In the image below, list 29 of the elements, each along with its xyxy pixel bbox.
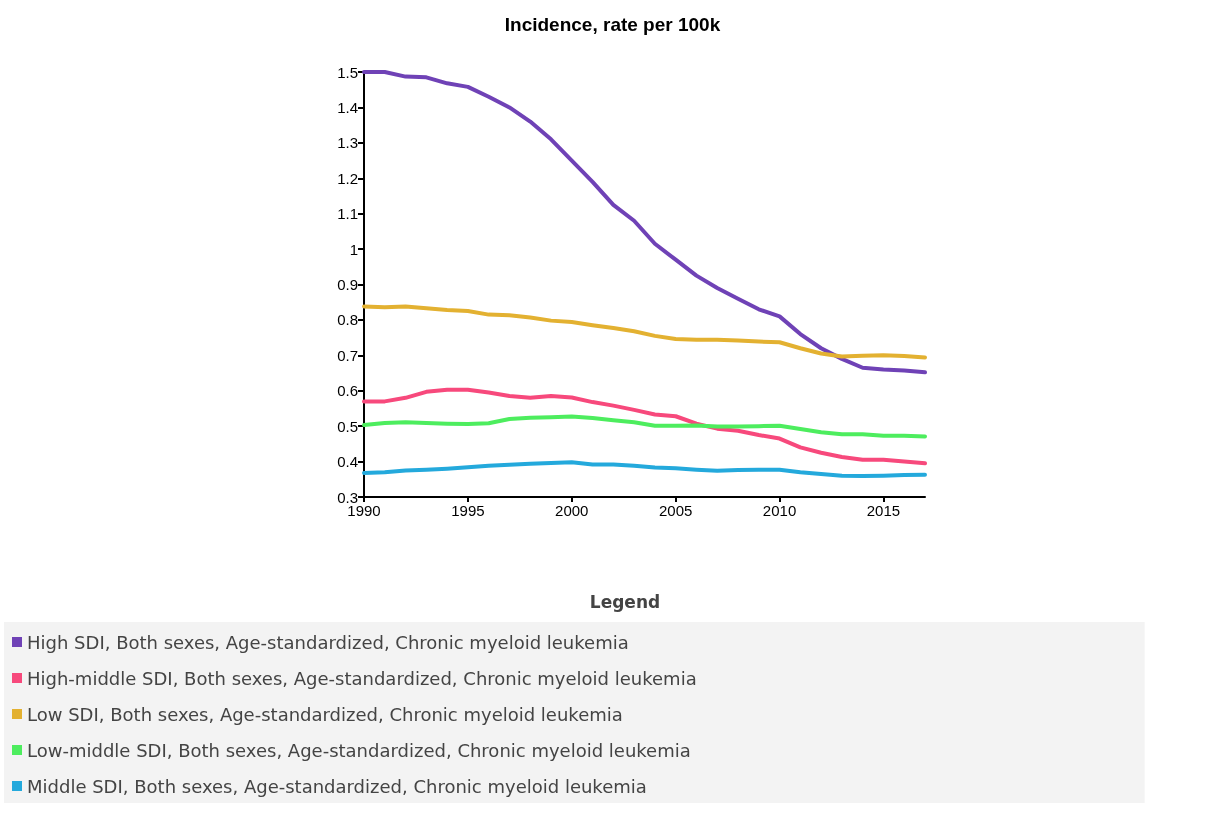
line-series: [362, 387, 927, 466]
chart-title: Incidence, rate per 100k: [504, 14, 721, 35]
line-series: [362, 70, 927, 375]
legend-label: Low SDI, Both sexes, Age-standardized, Chronic myeloid leukemia: [27, 703, 623, 725]
line-series: [362, 304, 927, 360]
y-tick-label: 1.5: [337, 63, 358, 81]
x-tick-label: 2000: [555, 502, 589, 519]
x-tick-label: 1995: [451, 502, 485, 519]
y-tick-label: 1.1: [337, 205, 358, 223]
legend-label: Low-middle SDI, Both sexes, Age-standardized, Chronic myeloid leukemia: [27, 739, 691, 761]
line-series: [362, 414, 927, 439]
line-series: [362, 460, 927, 479]
x-tick-label: 2010: [762, 502, 797, 519]
legend-label: High SDI, Both sexes, Age-standardized, Chronic myeloid leukemia: [27, 631, 629, 653]
x-tick-label: 2015: [866, 502, 901, 519]
legend-label: Middle SDI, Both sexes, Age-standardized, Chronic myeloid leukemia: [27, 775, 647, 797]
y-tick-label: 0.4: [337, 453, 358, 471]
y-tick-label: 1: [349, 240, 358, 258]
y-tick-label: 0.9: [337, 276, 358, 293]
y-tick-label: 1.4: [337, 98, 358, 116]
legend-title: Legend: [589, 591, 661, 612]
x-tick-label: 2005: [658, 502, 693, 519]
y-tick-label: 0.6: [337, 382, 358, 400]
y-tick-label: 0.5: [337, 417, 358, 435]
legend-label: High-middle SDI, Both sexes, Age-standardized, Chronic myeloid leukemia: [27, 667, 697, 689]
y-tick-label: 1.2: [337, 169, 358, 187]
y-tick-label: 1.3: [337, 134, 358, 152]
y-tick-label: 0.7: [337, 346, 358, 364]
y-tick-label: 0.8: [337, 311, 358, 329]
